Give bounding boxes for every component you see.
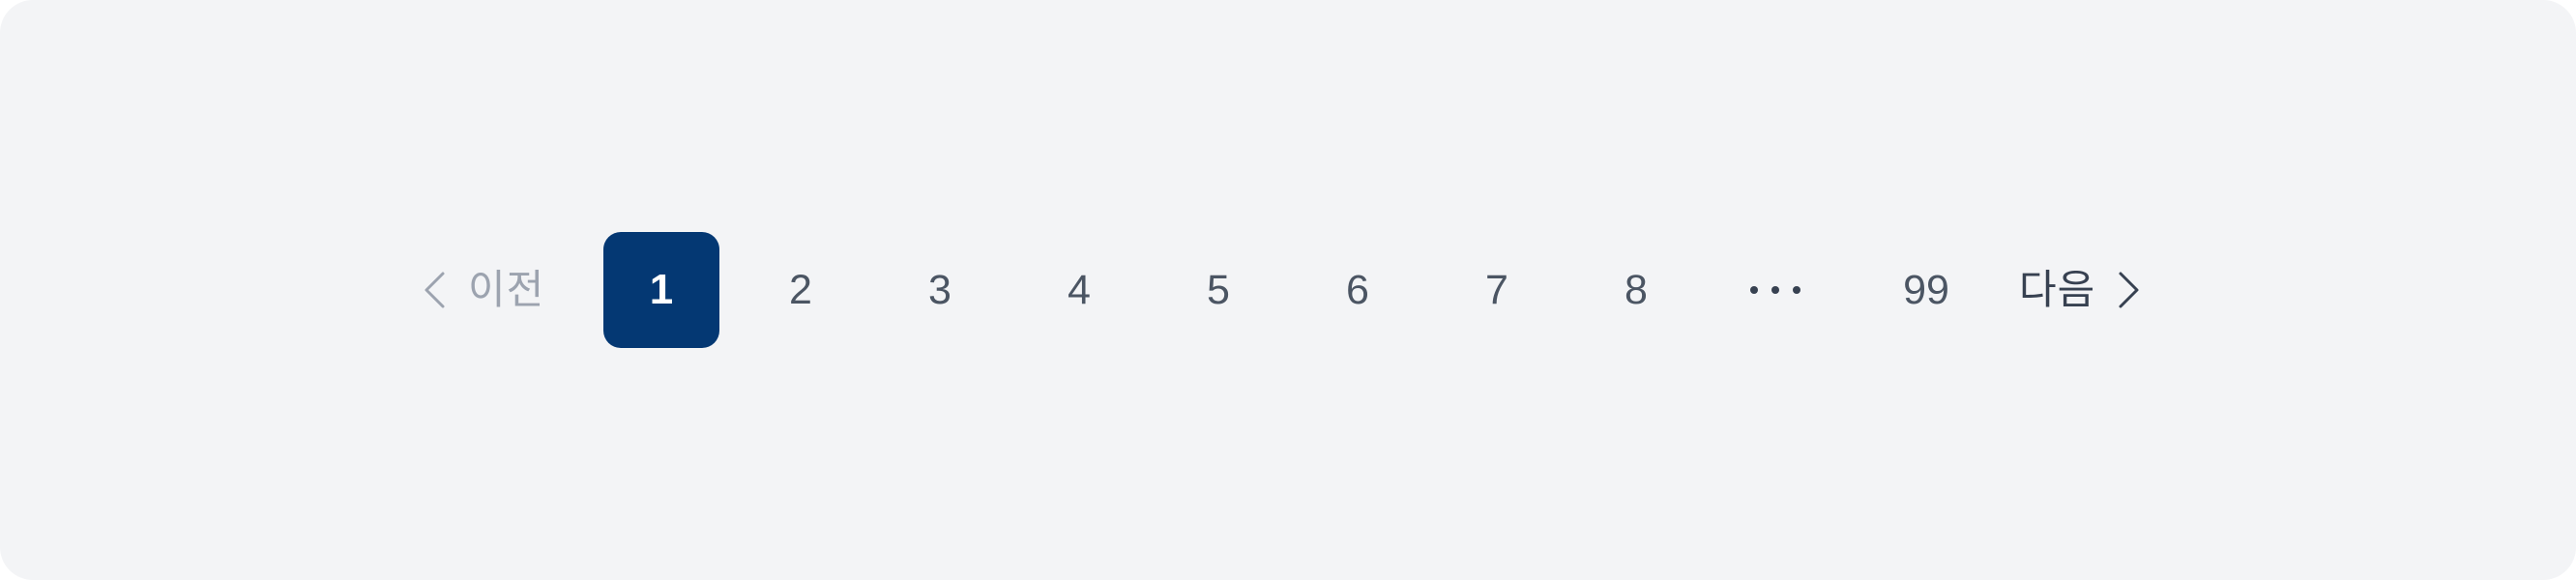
prev-label: 이전 [468, 266, 545, 313]
page-6-button[interactable]: 6 [1300, 232, 1416, 348]
page-number: 7 [1485, 266, 1508, 313]
page-2-button[interactable]: 2 [743, 232, 859, 348]
page-5-button[interactable]: 5 [1160, 232, 1276, 348]
ellipsis-dot [1771, 286, 1779, 294]
page-8-button[interactable]: 8 [1578, 232, 1694, 348]
page-7-button[interactable]: 7 [1439, 232, 1555, 348]
page-number: 3 [928, 266, 951, 313]
chevron-left-icon [424, 272, 445, 308]
chevron-right-icon [2119, 272, 2139, 308]
next-page-button[interactable]: 다음 [2019, 261, 2154, 319]
page-4-button[interactable]: 4 [1021, 232, 1137, 348]
page-number: 1 [649, 266, 674, 313]
page-number: 99 [1903, 266, 1949, 313]
ellipsis-dot [1793, 286, 1800, 294]
pagination-ellipsis [1717, 232, 1833, 348]
page-number: 8 [1625, 266, 1648, 313]
page-3-button[interactable]: 3 [882, 232, 998, 348]
page-number: 4 [1068, 266, 1091, 313]
next-label: 다음 [2019, 266, 2096, 313]
prev-page-button[interactable]: 이전 [424, 261, 559, 319]
page-number: 5 [1207, 266, 1230, 313]
page-1-button[interactable]: 1 [603, 232, 719, 348]
page-number: 6 [1346, 266, 1369, 313]
page-99-button[interactable]: 99 [1868, 232, 1984, 348]
ellipsis-dot [1750, 286, 1758, 294]
page-number: 2 [789, 266, 812, 313]
